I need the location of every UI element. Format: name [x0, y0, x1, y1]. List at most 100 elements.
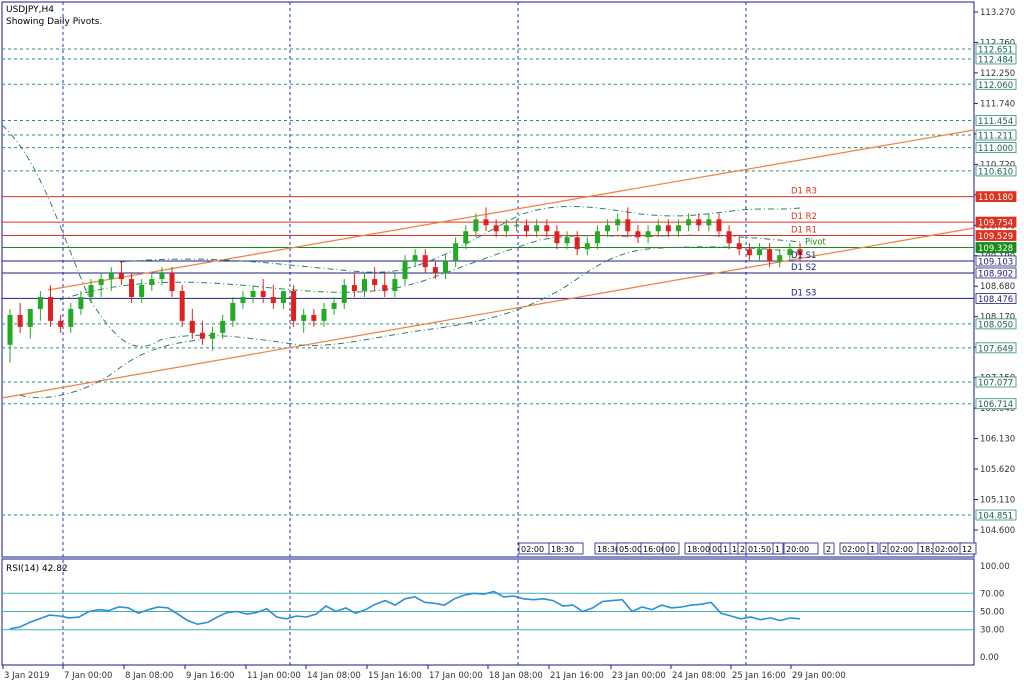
time-box-label-20: 02:00 — [935, 545, 958, 554]
price-level-tag-4: 111.211 — [978, 132, 1013, 142]
price-tag-box-13 — [975, 293, 1017, 304]
price-level-tag-9: 109.529 — [978, 232, 1013, 242]
time-box-label-13: 20:00 — [786, 545, 809, 554]
time-box-16 — [867, 542, 879, 555]
candle-body-25 — [260, 291, 266, 297]
time-axis-label-4: 11 Jan 00:00 — [247, 671, 301, 681]
pivot-labels: D1 R3 D1 R2 D1 R1 Pivot D1 S1 D1 S2 D1 S3 — [791, 187, 827, 299]
pivot-label-4: D1 S1 — [791, 251, 816, 261]
candle-body-40 — [412, 255, 418, 262]
time-axis-label-1: 7 Jan 00:00 — [64, 671, 112, 681]
envelope-bottom-line — [19, 339, 201, 399]
time-box-label-17: 2 — [882, 545, 887, 554]
candle-body-73 — [746, 249, 752, 256]
rsi-tick-label-4: 0.00 — [980, 653, 999, 663]
candle-body-37 — [382, 285, 388, 292]
candle-body-63 — [645, 231, 651, 238]
price-tag-box-2 — [975, 78, 1017, 90]
price-tick-label-9: 108.680 — [980, 282, 1015, 292]
time-axis: 3 Jan 2019 7 Jan 00:00 8 Jan 08:00 9 Jan 16… — [2, 665, 846, 681]
candle-body-69 — [706, 219, 712, 226]
candle-body-68 — [696, 219, 702, 226]
price-level-tag-6: 110.610 — [978, 167, 1013, 177]
candle-body-18 — [189, 320, 195, 333]
price-tick-label-3: 111.740 — [980, 99, 1015, 109]
candle-body-33 — [341, 285, 347, 303]
time-axis-label-6: 15 Jan 16:00 — [368, 671, 422, 681]
price-tick-label-13: 106.640 — [980, 404, 1015, 414]
price-tag-box-15 — [975, 342, 1017, 354]
time-axis-label-12: 25 Jan 16:00 — [732, 671, 786, 681]
candle-body-29 — [301, 314, 307, 321]
chart-symbol-label: USDJPY,H4 — [6, 5, 54, 15]
price-level-tag-1: 112.484 — [978, 55, 1013, 65]
price-tick-label-5: 110.720 — [980, 160, 1015, 170]
price-level-tag-16: 107.077 — [978, 379, 1013, 389]
candle-body-50 — [513, 225, 519, 227]
pivot-label-1: D1 R2 — [791, 212, 817, 222]
candle-body-49 — [503, 225, 509, 232]
price-tick-label-1: 112.760 — [980, 38, 1015, 48]
candle-body-28 — [291, 291, 297, 321]
candle-body-3 — [37, 296, 43, 309]
candle-body-57 — [584, 243, 590, 250]
candle-body-21 — [220, 320, 226, 333]
pivot-label-5: D1 S2 — [791, 263, 816, 273]
price-level-tag-2: 112.060 — [978, 81, 1013, 91]
time-axis-label-0: 3 Jan 2019 — [4, 671, 50, 681]
time-box-label-18: 02:00 — [890, 545, 913, 554]
candle-body-59 — [605, 225, 611, 232]
price-tag-box-7 — [975, 191, 1017, 203]
price-tag-box-9 — [975, 230, 1017, 241]
candle-body-74 — [756, 249, 762, 256]
candle-body-72 — [736, 243, 742, 250]
candle-body-0 — [7, 314, 13, 345]
channel-lines — [1, 129, 975, 399]
price-tag-box-4 — [975, 129, 1017, 141]
horizontal-levels — [2, 48, 974, 516]
price-tick-label-15: 105.620 — [980, 465, 1015, 475]
candle-body-38 — [392, 279, 398, 292]
price-tag-box-10 — [975, 242, 1017, 253]
candle-body-48 — [493, 225, 499, 232]
candle-body-34 — [351, 285, 357, 292]
candle-body-54 — [554, 231, 560, 244]
time-axis-label-10: 23 Jan 00:00 — [612, 671, 666, 681]
pivot-label-0: D1 R3 — [791, 187, 817, 197]
candle-body-61 — [625, 219, 631, 232]
candle-body-52 — [534, 225, 540, 232]
price-tag-box-14 — [975, 318, 1017, 330]
price-tag-box-6 — [975, 165, 1017, 177]
candle-body-39 — [402, 261, 408, 280]
time-axis-label-8: 18 Jan 08:00 — [489, 671, 543, 681]
candle-body-6 — [68, 308, 74, 327]
time-box-label-16: 1 — [870, 545, 875, 554]
envelope-upper-line — [119, 205, 801, 273]
pivot-label-3: Pivot — [805, 238, 827, 248]
candle-body-23 — [240, 296, 246, 303]
candle-body-15 — [159, 273, 165, 280]
time-axis-label-7: 17 Jan 00:00 — [429, 671, 483, 681]
candle-body-44 — [453, 243, 459, 262]
candle-body-45 — [463, 231, 469, 244]
candle-body-10 — [108, 273, 114, 280]
candle-body-20 — [210, 332, 216, 339]
time-box-1 — [548, 542, 584, 555]
candle-body-1 — [17, 314, 23, 327]
envelope-middle-line — [59, 234, 801, 301]
price-level-tag-0: 112.651 — [978, 45, 1013, 55]
candle-body-70 — [716, 219, 722, 232]
price-tag-box-5 — [975, 142, 1017, 154]
candle-body-7 — [78, 296, 84, 309]
time-box-label-14: 2 — [826, 545, 831, 554]
price-tag-box-3 — [975, 115, 1017, 126]
candle-body-47 — [483, 219, 489, 226]
candle-body-22 — [230, 302, 236, 321]
candle-body-35 — [361, 279, 367, 292]
time-box-label-8: 1 — [723, 545, 728, 554]
price-level-tag-7: 110.180 — [978, 193, 1013, 203]
candle-body-66 — [675, 225, 681, 232]
time-box-label-4: 16:00 — [643, 545, 666, 554]
